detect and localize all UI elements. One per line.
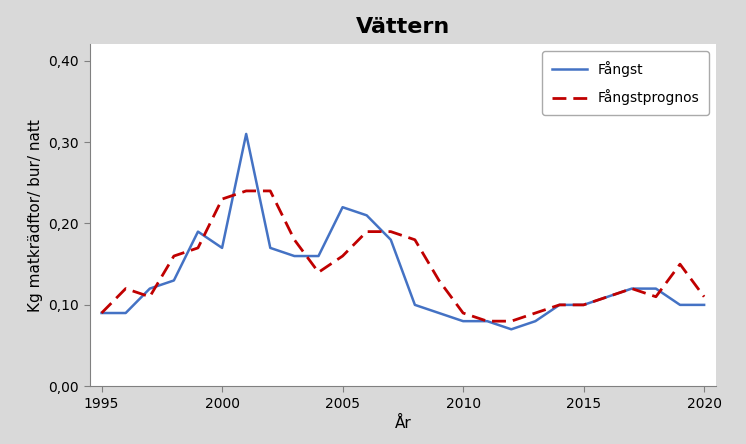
- Fångst: [242, 131, 251, 137]
- Legend: Fångst, Fångstprognos: Fångst, Fångstprognos: [542, 52, 709, 115]
- Fångst: [169, 278, 178, 283]
- Fångstprognos: [434, 278, 443, 283]
- Fångstprognos: [531, 310, 540, 316]
- Fångstprognos: [121, 286, 130, 291]
- Fångst: [579, 302, 588, 308]
- Fångst: [604, 294, 612, 299]
- Fångst: [434, 310, 443, 316]
- Fångstprognos: [507, 318, 515, 324]
- Fångstprognos: [700, 294, 709, 299]
- Fångstprognos: [483, 318, 492, 324]
- Fångst: [555, 302, 564, 308]
- Fångstprognos: [145, 294, 154, 299]
- Title: Vättern: Vättern: [356, 17, 450, 37]
- Fångst: [676, 302, 685, 308]
- Fångst: [193, 229, 202, 234]
- Fångst: [651, 286, 660, 291]
- Fångstprognos: [169, 254, 178, 259]
- Line: Fångst: Fångst: [101, 134, 704, 329]
- Fångst: [266, 245, 275, 250]
- Fångst: [531, 318, 540, 324]
- Fångstprognos: [242, 188, 251, 194]
- Fångst: [314, 254, 323, 259]
- Fångst: [290, 254, 299, 259]
- Fångstprognos: [579, 302, 588, 308]
- Fångst: [386, 237, 395, 242]
- Fångstprognos: [290, 237, 299, 242]
- Fångstprognos: [314, 270, 323, 275]
- Fångstprognos: [97, 310, 106, 316]
- Fångstprognos: [386, 229, 395, 234]
- X-axis label: År: År: [395, 416, 411, 431]
- Fångstprognos: [218, 196, 227, 202]
- Fångst: [700, 302, 709, 308]
- Fångst: [483, 318, 492, 324]
- Fångst: [459, 318, 468, 324]
- Fångst: [97, 310, 106, 316]
- Line: Fångstprognos: Fångstprognos: [101, 191, 704, 321]
- Fångst: [338, 205, 347, 210]
- Fångst: [218, 245, 227, 250]
- Fångstprognos: [338, 254, 347, 259]
- Fångst: [410, 302, 419, 308]
- Fångst: [507, 327, 515, 332]
- Fångstprognos: [363, 229, 372, 234]
- Fångstprognos: [555, 302, 564, 308]
- Y-axis label: Kg matkrädftor/ bur/ natt: Kg matkrädftor/ bur/ natt: [28, 119, 43, 312]
- Fångstprognos: [604, 294, 612, 299]
- Fångstprognos: [651, 294, 660, 299]
- Fångstprognos: [676, 262, 685, 267]
- Fångst: [145, 286, 154, 291]
- Fångstprognos: [459, 310, 468, 316]
- Fångstprognos: [410, 237, 419, 242]
- Fångst: [363, 213, 372, 218]
- Fångstprognos: [193, 245, 202, 250]
- Fångst: [627, 286, 636, 291]
- Fångstprognos: [627, 286, 636, 291]
- Fångst: [121, 310, 130, 316]
- Fångstprognos: [266, 188, 275, 194]
